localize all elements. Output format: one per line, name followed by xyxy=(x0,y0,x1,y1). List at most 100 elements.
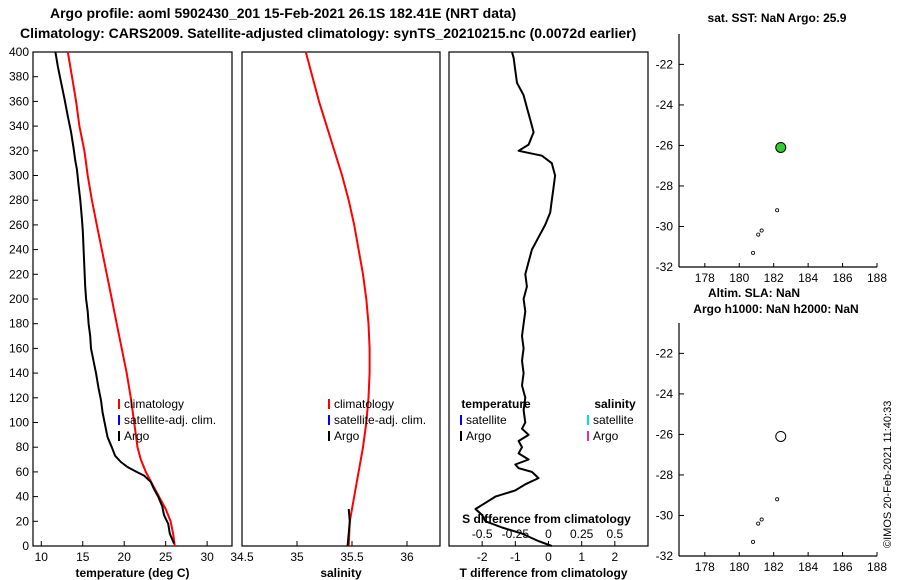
sla-map-lon-tick-label: 180 xyxy=(729,560,749,574)
depth-tick-label: 80 xyxy=(16,440,30,454)
sst-map-track-point xyxy=(775,208,780,213)
depth-tick-label: 0 xyxy=(22,539,29,553)
difference-axis-tick-label: -1 xyxy=(510,550,521,564)
depth-tick-label: 400 xyxy=(9,45,29,59)
sla-map-lon-tick-label: 182 xyxy=(764,560,784,574)
sst-map-lon-tick-label: 182 xyxy=(764,271,784,285)
difference-legend-salinity-title: salinity xyxy=(594,397,636,411)
depth-tick-label: 200 xyxy=(9,292,29,306)
difference-legend-temperature-title: temperature xyxy=(461,397,531,411)
difference-legend-salinity-argo-label: Argo xyxy=(593,429,619,443)
depth-tick-label: 220 xyxy=(9,267,29,281)
difference-axis-label: T difference from climatology xyxy=(459,566,627,580)
sst-map-lat-tick-label: -30 xyxy=(656,219,674,233)
salinity-difference-tick-label: 0 xyxy=(545,527,552,541)
sst-map-lon-tick-label: 180 xyxy=(729,271,749,285)
temperature-axis-tick-label: 10 xyxy=(35,550,49,564)
difference-axis-tick-label: 2 xyxy=(611,550,618,564)
temperature-axis-tick-label: 15 xyxy=(76,550,90,564)
sla-map-lat-tick-label: -24 xyxy=(656,387,674,401)
depth-tick-label: 280 xyxy=(9,193,29,207)
difference-axis-tick-label: 0 xyxy=(545,550,552,564)
sla-map-lon-tick-label: 178 xyxy=(695,560,715,574)
depth-tick-label: 320 xyxy=(9,144,29,158)
temperature-axis-tick-label: 30 xyxy=(200,550,214,564)
temperature-panel-frame xyxy=(32,51,233,547)
sst-map-track-point xyxy=(756,232,761,237)
depth-tick-label: 380 xyxy=(9,70,29,84)
salinity-axis-tick-label: 35 xyxy=(290,550,304,564)
sla-map-lon-tick-label: 186 xyxy=(833,560,853,574)
difference-legend-temperature-satellite-label: satellite xyxy=(466,413,507,427)
salinity-legend-climatology-label: climatology xyxy=(334,397,394,411)
salinity-panel-frame xyxy=(241,51,441,547)
sla-map-lon-tick-label: 184 xyxy=(798,560,818,574)
sla-map-track-point xyxy=(756,521,761,526)
difference-panel-frame xyxy=(448,51,649,547)
depth-tick-label: 140 xyxy=(9,366,29,380)
temperature-difference-argo-line xyxy=(474,51,557,547)
sla-map-track-point xyxy=(759,517,764,522)
temperature-argo-line xyxy=(54,51,175,544)
temperature-legend-satellite-label: satellite-adj. clim. xyxy=(124,413,216,427)
sla-map-title: Altim. SLA: NaN xyxy=(708,286,800,300)
sst-map-lat-tick-label: -24 xyxy=(656,98,674,112)
salinity-difference-tick-label: 0.5 xyxy=(606,527,623,541)
sst-map-argo-marker xyxy=(775,141,787,153)
sst-map-lat-tick-label: -28 xyxy=(656,179,674,193)
sst-map-track-point xyxy=(759,228,764,233)
difference-legend-salinity-satellite-label: satellite xyxy=(593,413,634,427)
temperature-axis-label: temperature (deg C) xyxy=(75,566,189,580)
sla-map-lon-tick-label: 188 xyxy=(867,560,887,574)
temperature-axis-tick-label: 20 xyxy=(118,550,132,564)
salinity-axis-label: salinity xyxy=(320,566,362,580)
sst-map-lon-tick-label: 178 xyxy=(695,271,715,285)
sla-map-track-point xyxy=(775,497,780,502)
difference-axis-tick-label: 1 xyxy=(578,550,585,564)
sst-map-lon-tick-label: 186 xyxy=(833,271,853,285)
salinity-axis-tick-label: 35.5 xyxy=(340,550,364,564)
sla-map-lat-tick-label: -32 xyxy=(656,549,674,563)
sst-map-title: sat. SST: NaN Argo: 25.9 xyxy=(708,11,847,25)
depth-tick-label: 240 xyxy=(9,243,29,257)
salinity-difference-tick-label: 0.25 xyxy=(570,527,594,541)
sla-map-lat-tick-label: -28 xyxy=(656,468,674,482)
salinity-legend-argo-label: Argo xyxy=(334,429,360,443)
sst-map-lat-tick-label: -32 xyxy=(656,260,674,274)
depth-tick-label: 180 xyxy=(9,317,29,331)
sla-map-track-point xyxy=(751,539,756,544)
depth-tick-label: 60 xyxy=(16,465,30,479)
figure-title-line-1: Argo profile: aoml 5902430_201 15-Feb-20… xyxy=(50,5,517,21)
temperature-legend-argo-label: Argo xyxy=(124,429,150,443)
sst-map-lat-tick-label: -22 xyxy=(656,57,674,71)
temperature-axis-tick-label: 25 xyxy=(159,550,173,564)
depth-tick-label: 40 xyxy=(16,490,30,504)
depth-tick-label: 20 xyxy=(16,514,30,528)
salinity-difference-axis-label: S difference from climatology xyxy=(462,512,631,526)
sla-map-subtitle: Argo h1000: NaN h2000: NaN xyxy=(693,302,858,316)
sla-map-argo-marker xyxy=(775,430,787,442)
depth-tick-label: 300 xyxy=(9,169,29,183)
difference-legend-temperature-argo-label: Argo xyxy=(466,429,492,443)
sst-map-lon-tick-label: 184 xyxy=(798,271,818,285)
salinity-legend-satellite-label: satellite-adj. clim. xyxy=(334,413,426,427)
sst-map-track-point xyxy=(751,250,756,255)
depth-tick-label: 120 xyxy=(9,391,29,405)
sla-map-lat-tick-label: -30 xyxy=(656,508,674,522)
sst-map-lat-tick-label: -26 xyxy=(656,138,674,152)
depth-tick-label: 160 xyxy=(9,341,29,355)
depth-tick-label: 260 xyxy=(9,218,29,232)
sla-map-lat-tick-label: -22 xyxy=(656,346,674,360)
salinity-axis-tick-label: 34.5 xyxy=(230,550,254,564)
imos-timestamp: ©IMOS 20-Feb-2021 11:40:33 xyxy=(882,400,894,548)
salinity-difference-tick-label: -0.5 xyxy=(472,527,493,541)
salinity-climatology-line xyxy=(304,51,371,547)
sst-map-lon-tick-label: 188 xyxy=(867,271,887,285)
sla-map-lat-tick-label: -26 xyxy=(656,427,674,441)
salinity-axis-tick-label: 36 xyxy=(400,550,414,564)
difference-axis-tick-label: -2 xyxy=(477,550,488,564)
depth-tick-label: 340 xyxy=(9,119,29,133)
temperature-legend-climatology-label: climatology xyxy=(124,397,184,411)
salinity-argo-line xyxy=(346,508,351,547)
